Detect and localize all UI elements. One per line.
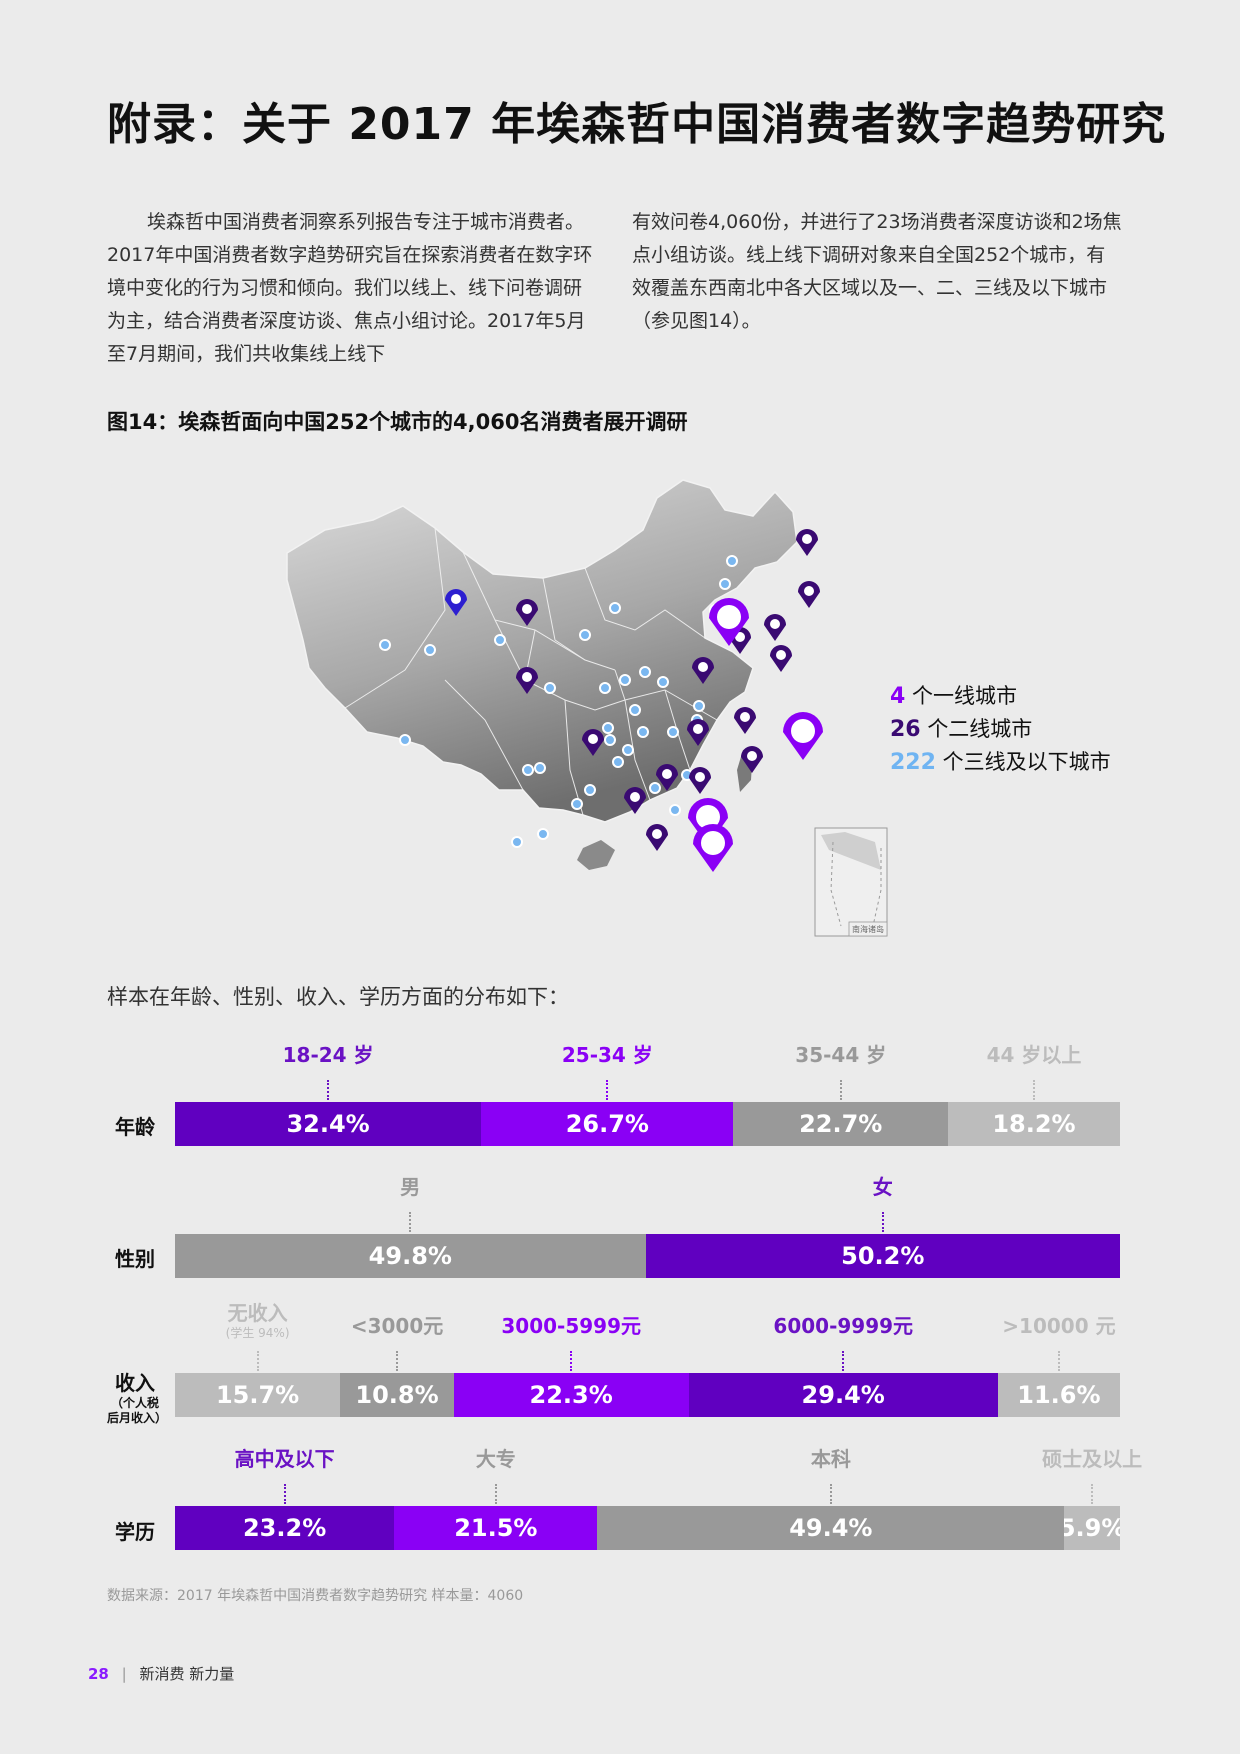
education-segment: 49.4%: [597, 1506, 1065, 1550]
intro-paragraph-right: 有效问卷4,060份，并进行了23场消费者深度访谈和2场焦点小组访谈。线上线下调…: [632, 211, 1122, 332]
gender-category-label: 男: [400, 1171, 420, 1200]
footer-text: 新消费 新力量: [139, 1665, 235, 1683]
income-leader-line: [396, 1351, 399, 1371]
page-title: 附录：关于 2017 年埃森哲中国消费者数字趋势研究: [107, 99, 1167, 150]
legend-tier1-count: 4: [890, 684, 906, 709]
education-category-label: 大专: [476, 1443, 516, 1472]
income-category-text: 3000-5999元: [501, 1314, 642, 1338]
gender-category-text: 男: [400, 1175, 421, 1199]
page-number: 28: [88, 1665, 109, 1683]
income-segment: 29.4%: [688, 1373, 998, 1417]
education-category-text: 高中及以下: [234, 1447, 335, 1471]
gender-segment: 50.2%: [645, 1234, 1120, 1278]
income-category-label: <3000元: [351, 1310, 443, 1339]
data-source-note: 数据来源：2017 年埃森哲中国消费者数字趋势研究 样本量：4060: [107, 1588, 524, 1604]
footer-separator: |: [121, 1665, 127, 1683]
city-tier-legend: 4 个一线城市 26 个二线城市 222 个三线及以下城市: [890, 680, 1111, 779]
row-label-gender: 性别: [115, 1247, 155, 1271]
income-leader-line: [570, 1351, 573, 1371]
legend-tier2-label: 个二线城市: [927, 717, 1033, 741]
income-category-label: 3000-5999元: [501, 1310, 641, 1339]
income-segment: 11.6%: [997, 1373, 1120, 1417]
china-map: 南海诸岛: [286, 479, 888, 937]
education-category-text: 本科: [810, 1447, 851, 1471]
income-category-text: >10000 元: [1002, 1314, 1116, 1338]
age-segment: 18.2%: [947, 1102, 1120, 1146]
age-segment: 32.4%: [175, 1102, 482, 1146]
age-category-text: 44 岁以上: [986, 1043, 1082, 1067]
row-label-education: 学历: [115, 1520, 155, 1544]
gender-category-label: 女: [873, 1171, 893, 1200]
second-tier-city-markers: [516, 529, 820, 851]
page-footer: 28 | 新消费 新力量: [88, 1663, 234, 1684]
education-segment: 5.9%: [1064, 1506, 1120, 1550]
education-leader-line: [494, 1484, 497, 1504]
education-category-label: 本科: [811, 1443, 851, 1472]
age-category-text: 25-34 岁: [561, 1043, 653, 1067]
age-category-label: 18-24 岁: [283, 1039, 374, 1068]
gender-distribution-bar: 49.8% 50.2%: [175, 1234, 1120, 1278]
income-category-text: <3000元: [350, 1314, 444, 1338]
urumqi-marker: [445, 589, 467, 616]
education-category-label: 硕士及以上: [1042, 1443, 1142, 1472]
age-leader-line: [1033, 1080, 1035, 1100]
income-segment: 10.8%: [340, 1373, 454, 1417]
income-distribution-bar: 15.7% 10.8% 22.3% 29.4% 11.6%: [175, 1373, 1120, 1417]
age-distribution-bar: 32.4% 26.7% 22.7% 18.2%: [175, 1102, 1120, 1146]
income-segment: 22.3%: [453, 1373, 689, 1417]
education-distribution-bar: 23.2%21.5%49.4%5.9%: [175, 1506, 1120, 1550]
age-leader-line: [839, 1080, 842, 1100]
age-category-text: 35-44 岁: [795, 1043, 887, 1067]
income-category-label: >10000 元: [1002, 1310, 1115, 1339]
education-category-label: 高中及以下: [235, 1443, 335, 1472]
age-segment: 22.7%: [733, 1102, 948, 1146]
row-label-income-sub: （个人税后月收入）: [107, 1396, 168, 1425]
income-leader-line: [256, 1351, 259, 1371]
gender-leader-line: [409, 1212, 412, 1232]
legend-tier2-count: 26: [890, 717, 921, 742]
intro-paragraph-left: 埃森哲中国消费者洞察系列报告专注于城市消费者。2017年中国消费者数字趋势研究旨…: [107, 211, 593, 365]
south-china-sea-inset: 南海诸岛: [814, 827, 888, 937]
education-segment: 23.2%: [175, 1506, 395, 1550]
income-leader-line: [842, 1351, 845, 1371]
education-leader-line: [1091, 1484, 1094, 1504]
age-segment: 26.7%: [481, 1102, 734, 1146]
education-category-text: 硕士及以上: [1042, 1447, 1143, 1471]
education-leader-line: [829, 1484, 832, 1504]
age-category-label: 35-44 岁: [795, 1039, 886, 1068]
legend-tier3-count: 222: [890, 750, 936, 775]
education-segment: 21.5%: [394, 1506, 598, 1550]
legend-item-tier3: 222 个三线及以下城市: [890, 746, 1111, 779]
distribution-title: 样本在年龄、性别、收入、学历方面的分布如下：: [107, 985, 569, 1009]
income-category-label: 无收入 (学生 94%): [226, 1297, 290, 1340]
income-segment: 15.7%: [175, 1373, 341, 1417]
legend-item-tier2: 26 个二线城市: [890, 713, 1111, 746]
row-label-income: 收入 （个人税后月收入）: [107, 1367, 168, 1426]
income-category-text: 无收入: [227, 1301, 288, 1325]
income-category-subtext: (学生 94%): [225, 1326, 290, 1340]
age-category-text: 18-24 岁: [282, 1043, 374, 1067]
education-leader-line: [283, 1484, 286, 1504]
income-leader-line: [1057, 1351, 1060, 1371]
first-tier-city-markers: [688, 598, 823, 872]
age-category-label: 44 岁以上: [987, 1039, 1082, 1068]
age-leader-line: [606, 1080, 609, 1100]
legend-item-tier1: 4 个一线城市: [890, 680, 1111, 713]
inset-label: 南海诸岛: [852, 924, 884, 934]
gender-segment: 49.8%: [175, 1234, 646, 1278]
row-label-income-main: 收入: [115, 1371, 155, 1395]
legend-tier3-label: 个三线及以下城市: [942, 750, 1111, 774]
income-category-text: 6000-9999元: [773, 1314, 914, 1338]
age-leader-line: [327, 1080, 330, 1100]
figure-title: 图14：埃森哲面向中国252个城市的4,060名消费者展开调研: [107, 410, 688, 434]
row-label-age: 年龄: [115, 1115, 155, 1139]
age-category-label: 25-34 岁: [562, 1039, 653, 1068]
gender-category-text: 女: [872, 1175, 893, 1199]
legend-tier1-label: 个一线城市: [912, 684, 1017, 708]
income-category-label: 6000-9999元: [773, 1310, 913, 1339]
third-tier-city-markers: [379, 555, 738, 848]
hainan-island-shape: [577, 840, 615, 870]
gender-leader-line: [881, 1212, 884, 1232]
education-category-text: 大专: [475, 1447, 516, 1471]
